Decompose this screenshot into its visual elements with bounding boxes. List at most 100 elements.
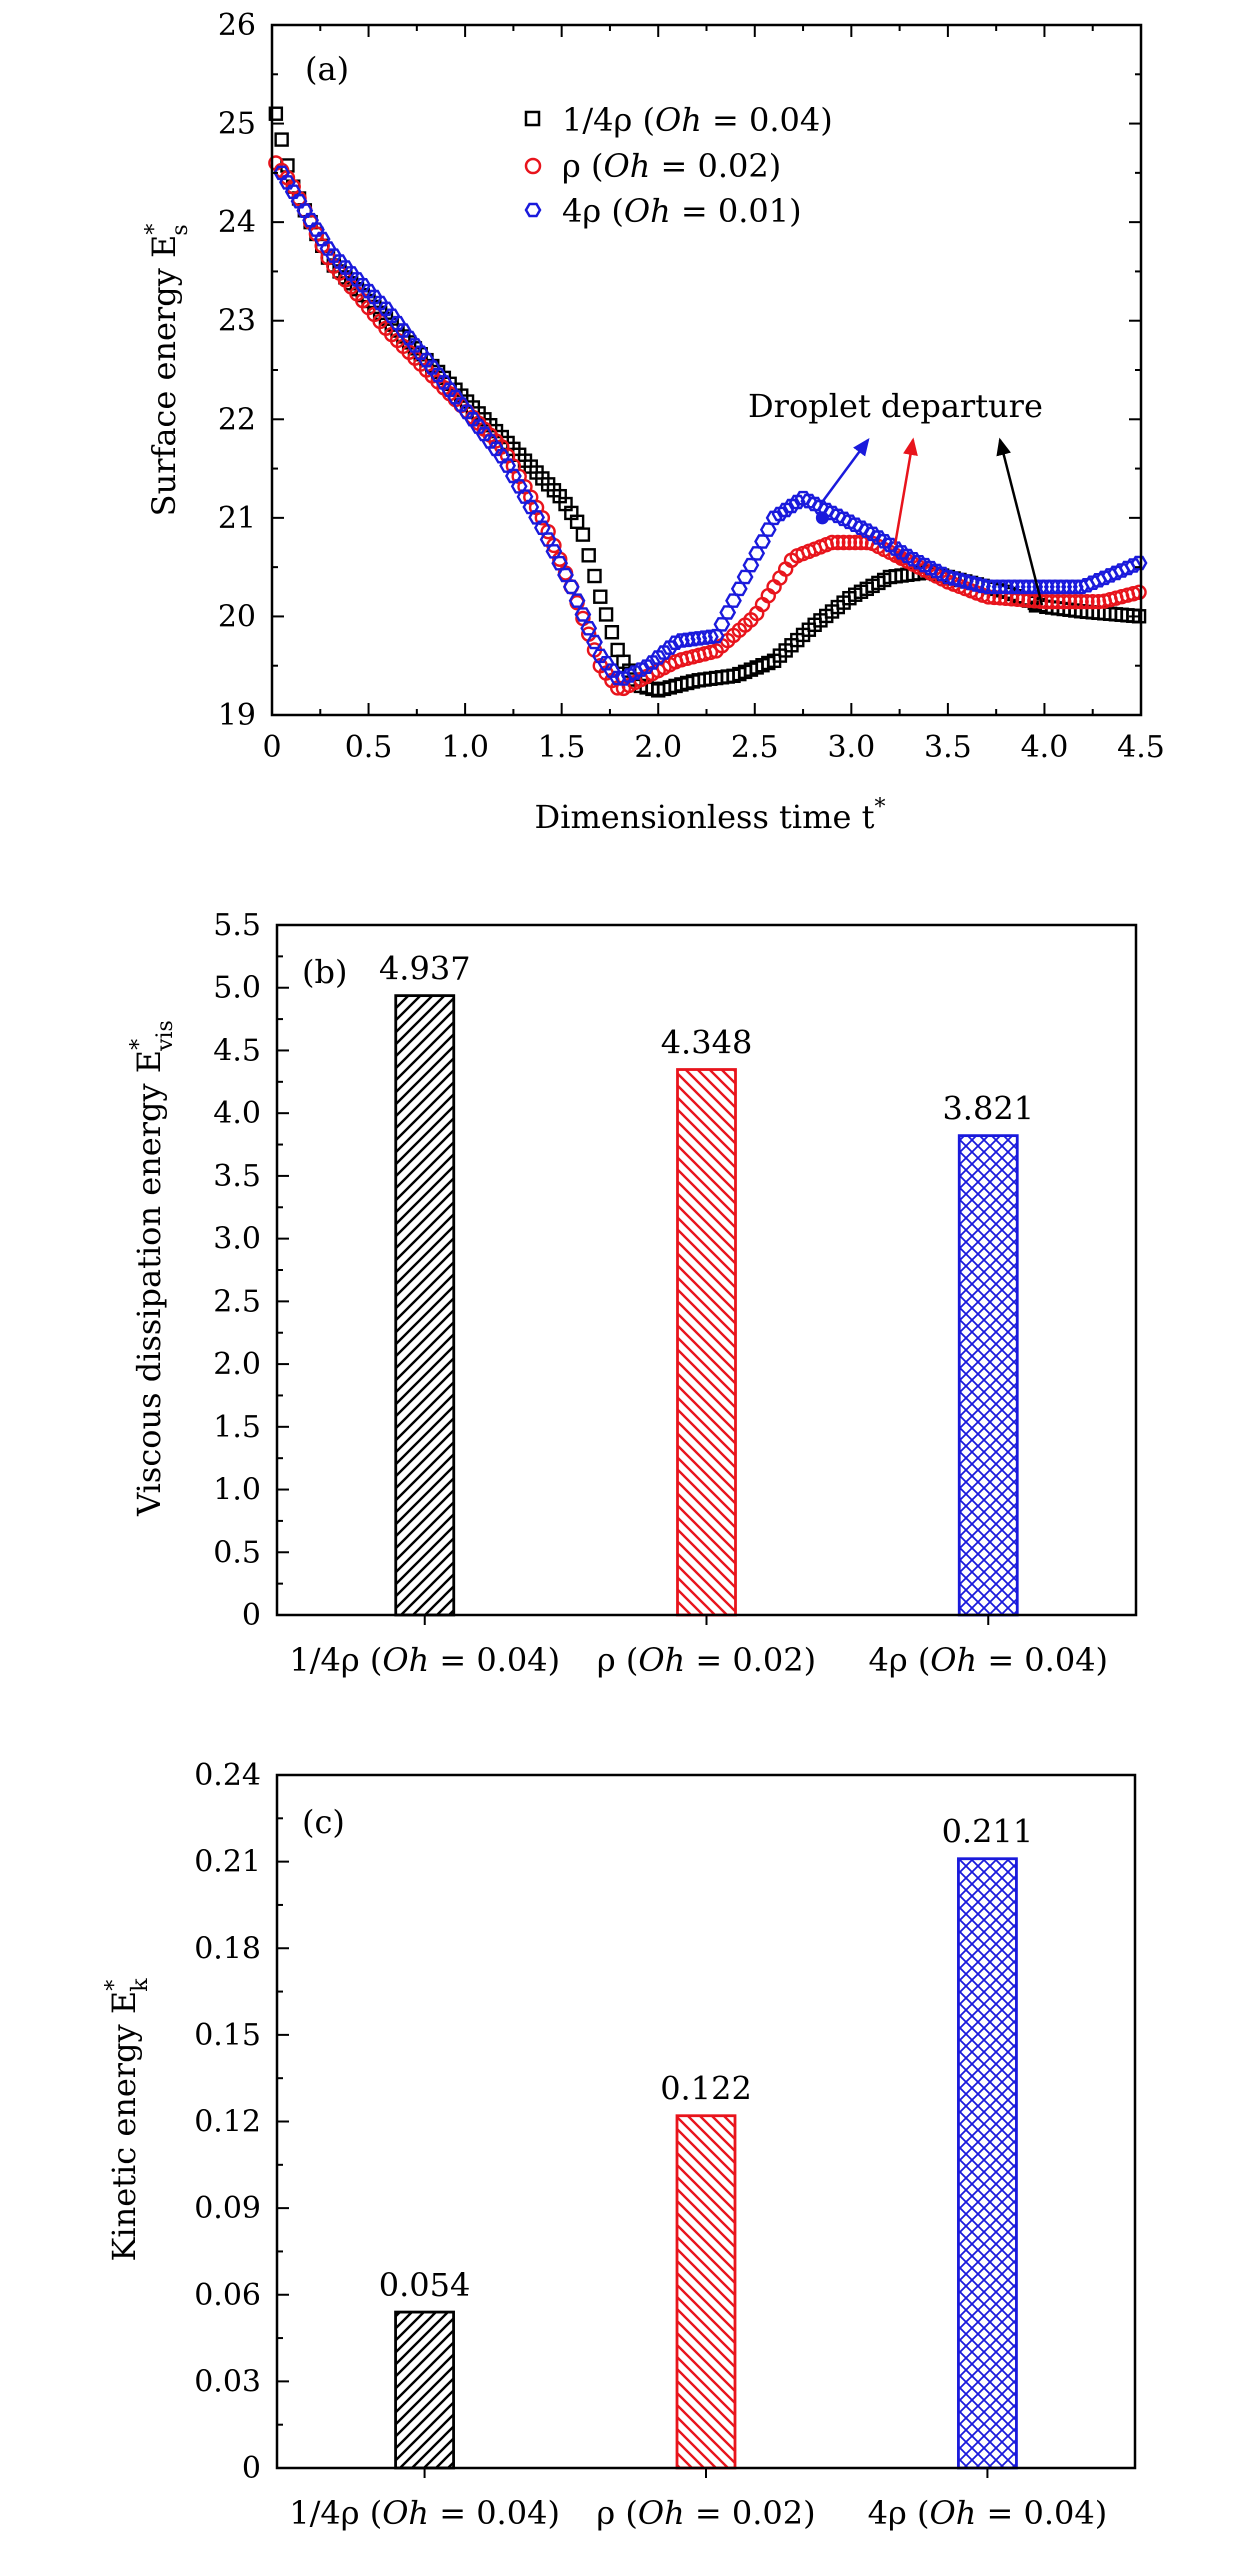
data-point [765,510,783,526]
y-tick-label: 0 [242,1598,261,1633]
y-tick-label: 0.21 [194,1845,261,1880]
y-tick-label: 0.09 [194,2191,261,2226]
x-tick-label: 2.5 [731,730,779,765]
data-point [505,468,522,484]
x-tick-label: 1.5 [538,730,586,765]
data-point [516,489,534,504]
data-point [581,548,596,563]
data-point [562,579,580,595]
legend-marker-circle [524,157,542,175]
y-tick-label: 5.0 [213,971,261,1006]
data-point [1079,593,1095,610]
y-tick-label: 19 [218,698,256,733]
data-point [968,577,986,592]
data-point [575,527,591,542]
data-point [632,662,650,677]
data-point [389,315,406,331]
y-tick-label: 4.5 [213,1033,261,1068]
y-tick-label: 0.5 [213,1535,261,1570]
data-point [759,522,777,537]
bar-value-label: 4.348 [661,1024,753,1062]
x-tick-label: 4.5 [1117,730,1165,765]
data-point [1084,575,1102,590]
y-tick-label: 0 [242,2451,261,2486]
data-point [325,248,343,263]
bar-2 [675,2114,737,2470]
y-tick-label: 0.12 [194,2105,261,2140]
panel-a-axes: 0 0.5 1.0 1.5 2.0 2.5 3.0 3.5 4.0 4.5 19 20 21 22 23 24… [218,8,1165,765]
x-tick-label: 0 [262,730,281,765]
x-tick-label: 1.0 [441,730,489,765]
data-point [371,295,389,311]
series-3-markers [273,165,1148,686]
data-point [313,231,331,247]
legend-marker-square [524,110,541,127]
data-point [841,534,858,551]
data-point [1050,593,1066,610]
data-point [441,382,459,397]
x-tick-label: 3.5 [924,730,972,765]
panel-c-kinetic-energy: 0.054 0.122 0.211 0 0.03 0.06 0.09 0.12 0.15 0.1… [102,1758,1137,2532]
data-point [587,568,602,584]
data-point [649,650,667,665]
category-label: ρ (Oh = 0.02) [596,2494,815,2532]
data-point [736,569,754,585]
data-point [824,534,840,551]
data-point [268,106,284,121]
x-tick-label: 3.0 [827,730,875,765]
panel-b-bars: 4.937 4.348 3.821 [379,950,1034,1617]
bar-3 [957,1134,1019,1617]
data-point [667,635,684,650]
data-point [464,412,482,427]
data-point [1067,593,1084,610]
data-point [522,499,540,515]
legend-entry-3: 4ρ (Oh = 0.01) [562,192,802,230]
data-point [730,581,748,597]
departure-point [815,511,829,525]
series-2-markers [268,155,1147,697]
data-point [476,426,493,442]
panel-b-label: (b) [302,953,347,991]
data-point [1131,584,1147,600]
data-point [951,572,968,588]
data-point [284,184,302,200]
departure-arrow-red [893,437,918,546]
data-point [308,222,325,237]
x-tick-label: 4.0 [1021,730,1069,765]
data-point [296,203,314,219]
y-tick-label: 0.03 [194,2364,261,2399]
data-point [568,593,586,608]
data-point [452,397,470,412]
data-point [493,449,511,464]
data-point [591,648,609,664]
data-point [1073,593,1089,610]
data-point [1044,593,1060,610]
data-point [574,607,592,622]
data-point [435,375,453,390]
data-point [962,575,980,591]
data-point [783,498,800,514]
data-point [893,545,910,560]
data-point [661,640,679,655]
data-point [470,419,487,434]
data-point [423,360,441,375]
bar-value-label: 0.054 [379,2266,471,2304]
category-label: 4ρ (Oh = 0.04) [868,1641,1108,1679]
category-label: ρ (Oh = 0.02) [597,1641,816,1679]
y-tick-label: 21 [218,501,256,536]
data-point [1124,558,1142,573]
data-point [655,645,673,660]
category-label: 1/4ρ (Oh = 0.04) [289,1641,560,1679]
panel-a-ylabel: Surface energy E*s [142,224,193,517]
x-tick-label: 0.5 [345,730,393,765]
droplet-departure-annotation: Droplet departure [748,387,1043,425]
bar-1 [394,994,456,1617]
panel-c-axes: 0 0.03 0.06 0.09 0.12 0.15 0.18 0.21 0.24 1/4ρ (O… [194,1758,1107,2532]
y-tick-label: 22 [218,402,256,437]
data-point [858,523,876,538]
panel-a-surface-energy: 0 0.5 1.0 1.5 2.0 2.5 3.0 3.5 4.0 4.5 19 20 21 22 23 24… [142,8,1165,836]
data-point [788,494,806,510]
data-point [830,534,846,551]
data-point [603,663,621,678]
